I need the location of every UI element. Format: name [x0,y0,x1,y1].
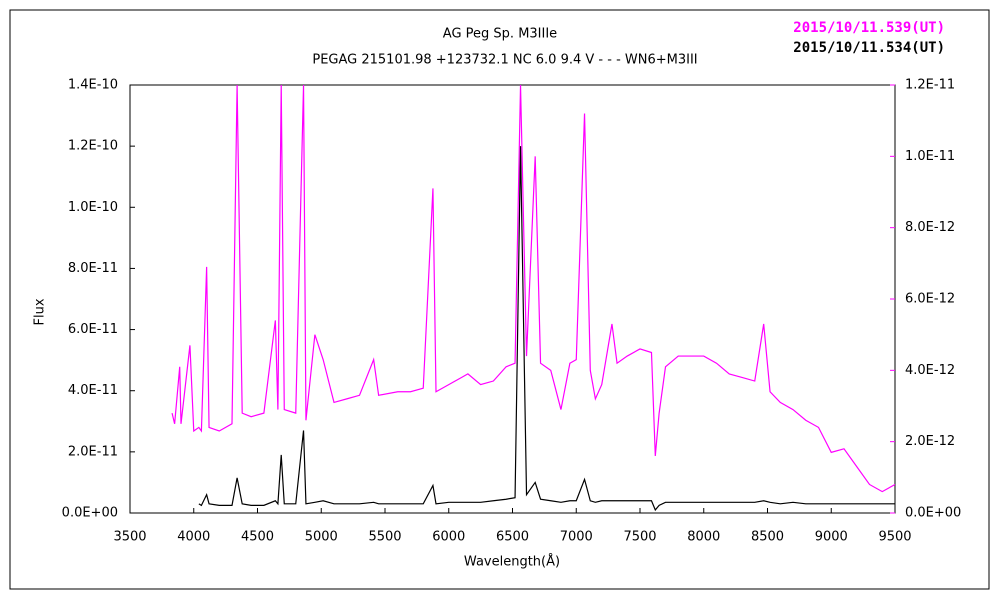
x-axis-label: Wavelength(Å) [464,554,560,570]
x-tick-label: 5500 [368,530,401,545]
y2-tick-label: 0.0E+00 [905,506,961,521]
chart-title: AG Peg Sp. M3IIIe [443,27,557,42]
x-tick-label: 3500 [113,530,146,545]
spectrum-line [171,84,896,493]
y-tick-label: 6.0E-11 [68,322,118,337]
y-tick-label: 0.0E+00 [62,506,118,521]
y-tick-label: 1.2E-10 [68,139,118,154]
x-tick-label: 6000 [432,530,465,545]
x-tick-label: 8500 [751,530,784,545]
chart-subtitle: PEGAG 215101.98 +123732.1 NC 6.0 9.4 V -… [312,53,697,68]
frame [9,9,990,590]
y2-tick-label: 8.0E-12 [905,220,955,235]
y2-tick-label: 4.0E-12 [905,363,955,378]
x-tick-label: 9000 [815,530,848,545]
y2-tick-label: 1.2E-11 [905,78,955,93]
x-tick-label: 4000 [177,530,210,545]
y-tick-label: 1.0E-10 [68,200,118,215]
y-tick-label: 1.4E-10 [68,78,118,93]
x-tick-label: 7000 [560,530,593,545]
spectrum-line [198,146,895,512]
x-tick-label: 9500 [878,530,911,545]
y2-tick-label: 6.0E-12 [905,292,955,307]
x-tick-label: 8000 [687,530,720,545]
y-tick-label: 2.0E-11 [68,444,118,459]
y-axis-label: Flux [33,298,48,325]
x-tick-label: 5000 [305,530,338,545]
legend-entry: 2015/10/11.534(UT) [793,40,945,56]
x-tick-label: 4500 [241,530,274,545]
x-tick-label: 6500 [496,530,529,545]
y2-tick-label: 2.0E-12 [905,434,955,449]
x-tick-label: 7500 [623,530,656,545]
y-tick-label: 4.0E-11 [68,383,118,398]
legend-entry: 2015/10/11.539(UT) [793,20,945,36]
y2-tick-label: 1.0E-11 [905,149,955,164]
y-tick-label: 8.0E-11 [68,261,118,276]
